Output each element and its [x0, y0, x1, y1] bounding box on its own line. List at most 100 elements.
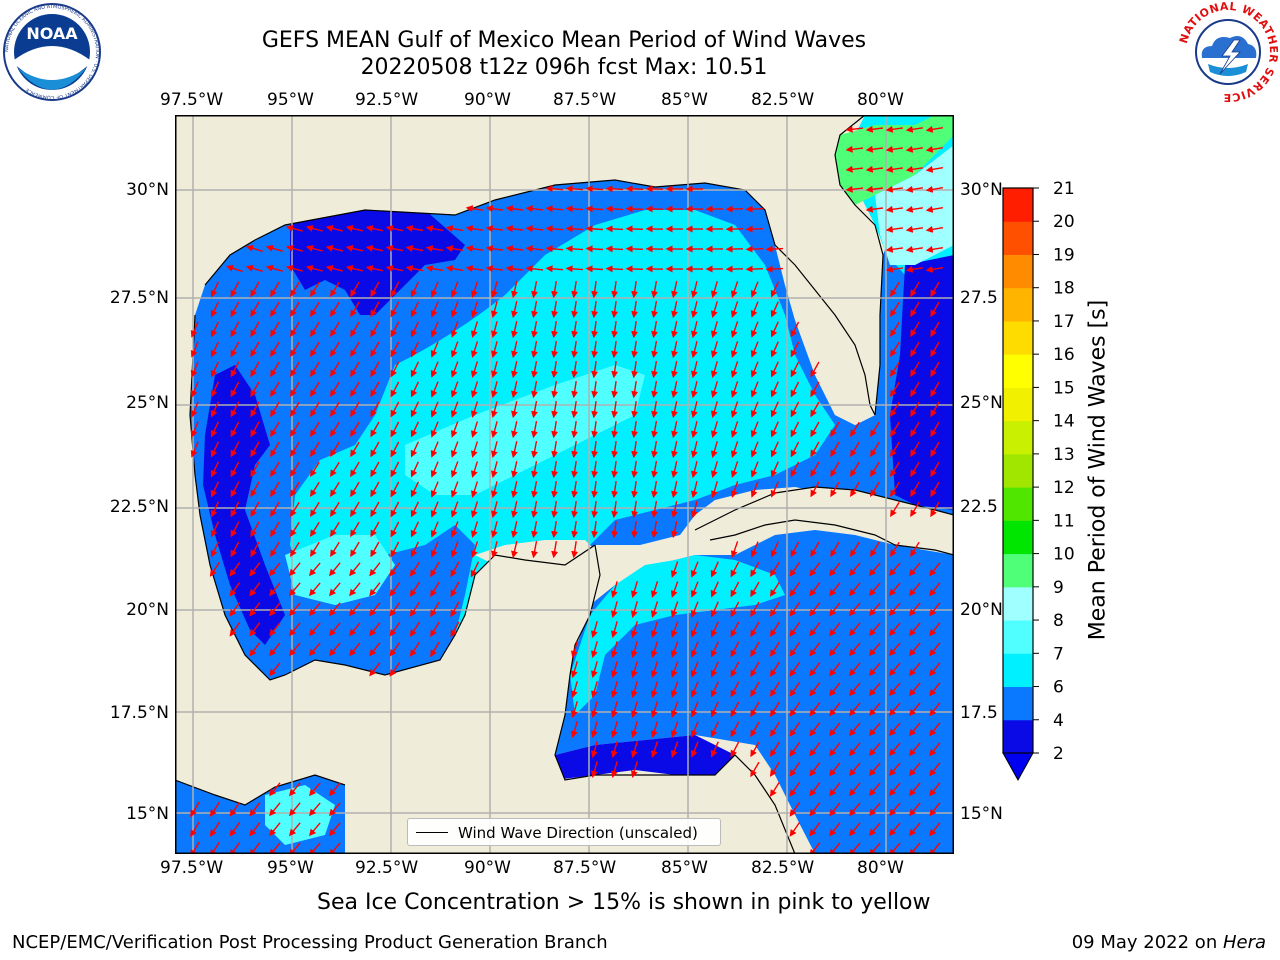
chart-title-line2: 20220508 t12z 096h fcst Max: 10.51: [360, 55, 768, 80]
colorbar-tick-label: 17: [1053, 312, 1075, 332]
lat-label-right: 30°N: [960, 180, 1003, 200]
wind-wave-arrow: [829, 662, 841, 677]
wind-wave-arrow: [809, 802, 821, 817]
wind-wave-arrow: [730, 401, 739, 418]
wind-wave-arrow: [490, 461, 498, 479]
wind-wave-arrow: [671, 501, 678, 519]
wind-wave-arrow: [585, 205, 604, 213]
yucatan-land: [475, 540, 600, 755]
wind-wave-arrow: [385, 225, 403, 232]
wind-wave-arrow: [269, 602, 281, 617]
wind-wave-arrow: [930, 441, 940, 458]
wind-wave-arrow: [829, 762, 841, 777]
wind-wave-arrow: [745, 245, 764, 253]
wind-wave-arrow: [650, 601, 659, 618]
wind-wave-arrow: [730, 561, 740, 578]
wind-wave-arrow: [631, 380, 639, 399]
wind-wave-arrow: [750, 601, 760, 618]
wind-wave-arrow: [591, 281, 599, 299]
wind-wave-arrow: [310, 461, 320, 477]
wind-wave-arrow: [710, 301, 718, 319]
wind-wave-arrow: [591, 321, 599, 339]
wind-wave-arrow: [430, 501, 439, 518]
wind-wave-arrow: [750, 661, 760, 678]
wind-wave-arrow: [350, 361, 360, 378]
wind-wave-arrow: [650, 741, 659, 758]
map-frame: [175, 115, 954, 854]
wind-wave-arrow: [591, 361, 599, 379]
wind-wave-arrow: [370, 341, 380, 358]
wind-wave-arrow: [750, 641, 760, 658]
wind-wave-arrow: [625, 245, 644, 253]
wind-wave-arrow: [650, 581, 659, 598]
wind-wave-arrow: [269, 802, 281, 817]
wind-wave-arrow: [470, 301, 479, 318]
wind-wave-arrow: [611, 421, 619, 439]
wind-wave-arrow: [671, 421, 678, 439]
wind-wave-arrow: [869, 742, 881, 757]
wind-wave-arrow: [210, 361, 220, 378]
wind-wave-arrow: [789, 661, 801, 677]
wind-wave-arrow: [730, 421, 739, 438]
wind-wave-arrow: [571, 340, 579, 359]
wind-wave-arrow: [610, 641, 618, 659]
wind-wave-arrow: [730, 741, 740, 758]
wind-wave-arrow: [290, 481, 300, 497]
wind-wave-arrow: [890, 321, 900, 337]
wind-wave-arrow: [810, 361, 820, 378]
colorbar-cell: [1003, 287, 1033, 322]
wind-wave-arrow: [511, 461, 518, 479]
wind-wave-arrow: [611, 401, 619, 419]
wind-wave-arrow: [890, 541, 900, 557]
wind-wave-arrow: [370, 381, 380, 398]
wind-wave-arrow: [310, 281, 320, 297]
wind-wave-arrow: [691, 501, 698, 519]
wind-wave-arrow: [730, 661, 740, 678]
colorbar-cell: [1003, 221, 1033, 255]
wind-wave-arrow: [389, 602, 401, 617]
lon-label-bottom: 92.5°W: [355, 858, 419, 878]
footer-date-text: 09 May 2022 on: [1071, 932, 1223, 953]
gridlines: [175, 115, 954, 854]
longer-period-atlantic-band: [875, 145, 954, 265]
wind-wave-arrow: [910, 361, 920, 377]
wind-wave-arrow: [929, 562, 941, 577]
wind-wave-arrow: [389, 642, 401, 657]
wind-wave-arrow: [809, 662, 821, 677]
colorbar-tick-label: 8: [1053, 611, 1064, 631]
colorbar-tick-label: 19: [1053, 245, 1075, 265]
wind-wave-arrow: [769, 741, 780, 757]
wind-wave-arrow: [610, 701, 618, 719]
wind-wave-arrow: [630, 681, 638, 699]
wind-wave-arrow: [710, 481, 718, 499]
wind-wave-arrow: [531, 500, 538, 519]
wind-wave-arrow: [410, 281, 420, 298]
wind-wave-arrow: [571, 420, 579, 439]
wind-wave-arrow: [889, 682, 901, 697]
wind-wave-arrow: [830, 461, 840, 478]
wind-wave-arrow: [890, 301, 900, 317]
wind-wave-arrow: [769, 581, 780, 597]
wind-wave-arrow: [490, 441, 498, 459]
wind-wave-arrow: [551, 520, 559, 539]
wind-wave-arrow: [849, 622, 861, 637]
mexico-land: [175, 415, 795, 854]
wind-wave-arrow: [750, 761, 760, 778]
wind-wave-arrow: [929, 582, 941, 597]
wind-wave-arrow: [611, 361, 619, 379]
wind-wave-arrow: [611, 521, 619, 539]
wind-wave-arrow: [769, 701, 780, 717]
colorbar-cell: [1003, 320, 1033, 355]
wind-wave-arrow: [671, 301, 678, 319]
wind-wave-arrow: [249, 822, 261, 837]
wind-wave-arrow: [651, 480, 659, 499]
footer-branch: NCEP/EMC/Verification Post Processing Pr…: [12, 932, 608, 953]
wind-wave-arrow: [850, 441, 860, 457]
wind-wave-arrow: [229, 582, 241, 597]
lat-label-right: 27.5: [960, 288, 998, 308]
wind-wave-arrow: [885, 145, 903, 153]
wind-wave-arrow: [230, 481, 240, 498]
wind-wave-arrow: [889, 602, 901, 617]
wind-wave-arrow: [190, 321, 199, 338]
wind-wave-arrow: [349, 582, 361, 597]
